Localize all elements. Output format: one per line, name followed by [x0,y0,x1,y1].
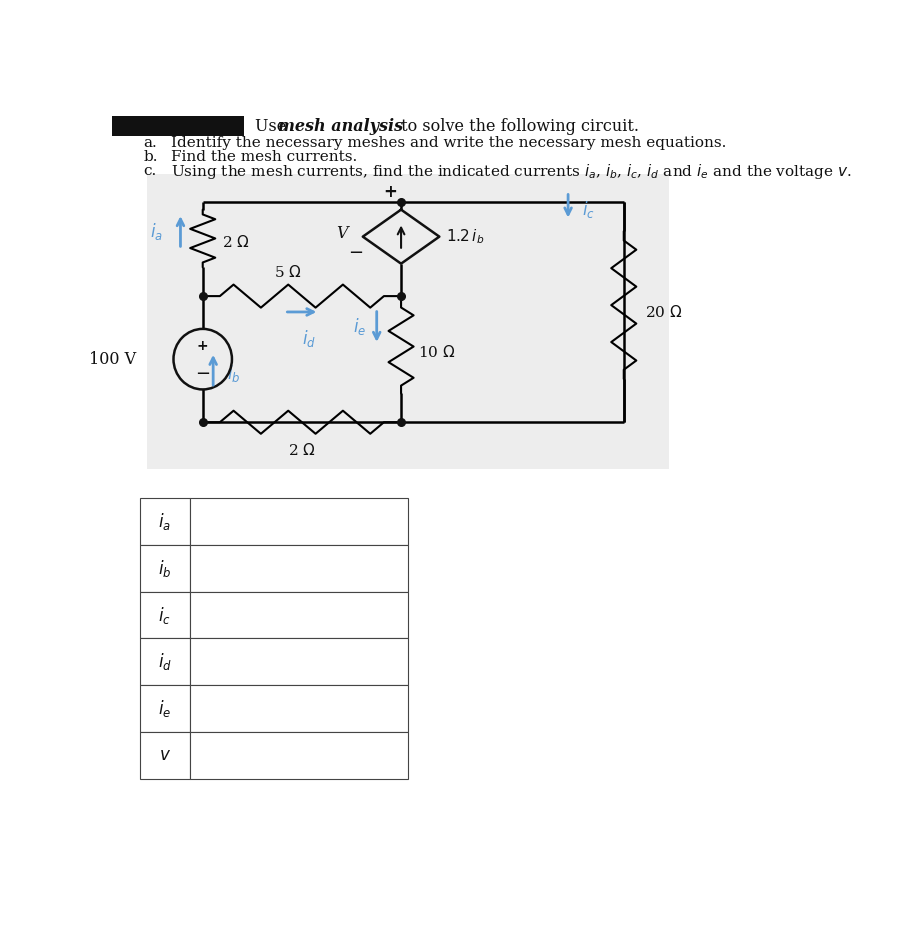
FancyBboxPatch shape [140,685,189,732]
Text: $i_b$: $i_b$ [158,558,172,578]
Text: $i_d$: $i_d$ [302,328,316,349]
Text: to solve the following circuit.: to solve the following circuit. [396,118,639,135]
FancyBboxPatch shape [140,545,189,592]
Text: mesh analysis: mesh analysis [277,118,403,135]
Text: $i_a$: $i_a$ [158,511,172,532]
Text: 5 $\Omega$: 5 $\Omega$ [274,264,302,280]
FancyBboxPatch shape [112,116,244,136]
Text: b.: b. [144,150,158,164]
Text: +: + [197,339,208,353]
Text: c.: c. [144,165,157,179]
Text: $i_e$: $i_e$ [353,316,366,337]
Text: 2 $\Omega$: 2 $\Omega$ [288,443,316,459]
FancyBboxPatch shape [140,638,189,685]
Text: $i_a$: $i_a$ [150,221,163,241]
FancyBboxPatch shape [189,638,408,685]
Text: −: − [195,365,210,383]
Text: 2 $\Omega$: 2 $\Omega$ [222,234,250,250]
FancyBboxPatch shape [147,173,669,469]
Text: 10 $\Omega$: 10 $\Omega$ [418,344,456,360]
FancyBboxPatch shape [140,592,189,638]
FancyBboxPatch shape [140,732,189,779]
FancyBboxPatch shape [189,498,408,545]
FancyBboxPatch shape [189,685,408,732]
Text: Find the mesh currents.: Find the mesh currents. [172,150,357,164]
Text: Using the mesh currents, find the indicated currents $i_a$, $i_b$, $i_c$, $i_d$ : Using the mesh currents, find the indica… [172,162,852,181]
Text: $i_d$: $i_d$ [158,651,172,672]
Text: Identify the necessary meshes and write the necessary mesh equations.: Identify the necessary meshes and write … [172,137,726,151]
Text: $i_c$: $i_c$ [582,199,594,220]
FancyBboxPatch shape [189,545,408,592]
Text: −: − [348,244,364,262]
Text: $v$: $v$ [159,747,171,764]
Text: $i_b$: $i_b$ [227,363,241,384]
FancyBboxPatch shape [140,498,189,545]
Text: $i_e$: $i_e$ [158,698,172,719]
Text: $1.2\, i_b$: $1.2\, i_b$ [446,227,485,246]
FancyBboxPatch shape [189,592,408,638]
Text: 100 V: 100 V [90,351,136,368]
Text: +: + [383,183,398,201]
Text: a.: a. [144,137,157,151]
Text: Use: Use [255,118,291,135]
Text: 20 $\Omega$: 20 $\Omega$ [645,304,682,320]
Text: $i_c$: $i_c$ [158,605,172,625]
Text: V: V [336,225,348,241]
FancyBboxPatch shape [189,732,408,779]
